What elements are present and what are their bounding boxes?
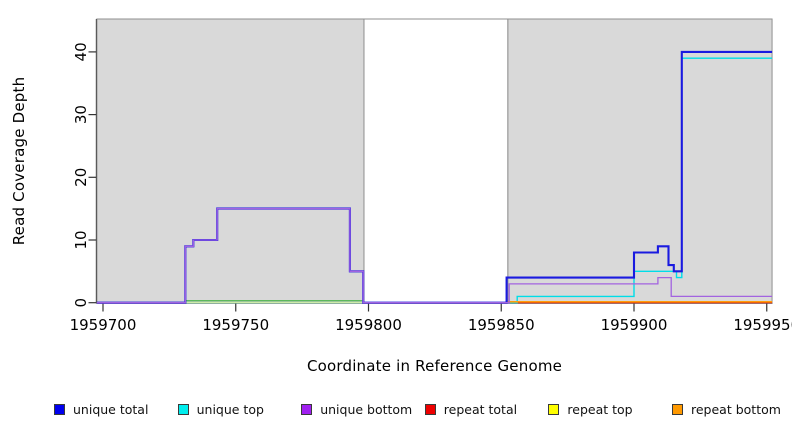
y-tick-label: 40 bbox=[72, 42, 90, 61]
region-gap-white bbox=[363, 18, 509, 304]
legend-label: unique total bbox=[73, 401, 149, 417]
legend-item-repeat-top: repeat top bbox=[548, 400, 633, 418]
legend-label: repeat top bbox=[567, 401, 633, 417]
legend-item-repeat-bottom: repeat bottom bbox=[672, 400, 781, 418]
x-axis-title: Coordinate in Reference Genome bbox=[306, 357, 563, 375]
legend-label: repeat bottom bbox=[691, 401, 781, 417]
x-tick-label: 1959900 bbox=[601, 316, 668, 334]
legend-item-repeat-total: repeat total bbox=[424, 400, 518, 418]
series-unique-bottom bbox=[96, 207, 773, 304]
x-tick-label: 1959700 bbox=[70, 316, 137, 334]
y-tick-label: 20 bbox=[72, 168, 90, 187]
x-tick-label: 1959750 bbox=[202, 316, 269, 334]
x-tick-label: 1959800 bbox=[335, 316, 402, 334]
region-shaded-right bbox=[507, 18, 773, 304]
legend-swatch-icon bbox=[672, 403, 683, 415]
legend-swatch-icon bbox=[177, 403, 189, 415]
legend-swatch-icon bbox=[548, 403, 560, 415]
legend: unique total unique top unique bottom repea… bbox=[0, 400, 792, 420]
region-shaded-left bbox=[96, 18, 365, 304]
legend-item-unique-top: unique top bbox=[177, 400, 264, 418]
legend-label: unique top bbox=[196, 401, 264, 417]
y-tick-label: 10 bbox=[72, 230, 90, 249]
legend-item-unique-bottom: unique bottom bbox=[301, 400, 412, 418]
legend-swatch-icon bbox=[54, 403, 65, 415]
legend-swatch-icon bbox=[301, 403, 313, 415]
legend-label: unique bottom bbox=[320, 401, 413, 417]
y-tick-label: 30 bbox=[72, 105, 90, 124]
x-tick-label: 1959850 bbox=[468, 316, 535, 334]
legend-label: repeat total bbox=[443, 401, 518, 417]
x-tick-label: 1959950 bbox=[733, 316, 792, 334]
legend-swatch-icon bbox=[424, 403, 436, 415]
y-axis-title: Read Coverage Depth bbox=[10, 76, 28, 246]
y-tick-label: 0 bbox=[72, 298, 90, 308]
legend-item-unique-total: unique total bbox=[54, 400, 148, 418]
